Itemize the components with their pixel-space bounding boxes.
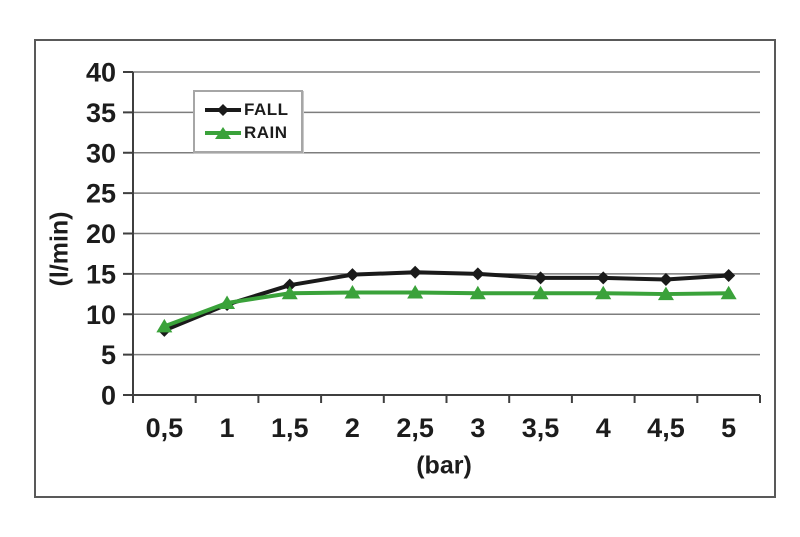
x-tick-label: 5 (721, 413, 736, 443)
series-marker-rain (469, 285, 486, 300)
x-tick-label: 3,5 (522, 413, 560, 443)
series-marker-rain (344, 284, 361, 299)
y-tick-label: 5 (101, 340, 116, 370)
fall-line-diamond-icon (205, 104, 241, 116)
y-axis-title: (l/min) (45, 211, 74, 287)
y-tick-label: 25 (86, 179, 116, 209)
series-marker-rain (595, 285, 612, 300)
series-marker-rain (281, 285, 298, 300)
series-marker-rain (219, 295, 236, 309)
x-tick-label: 4 (596, 413, 611, 443)
y-tick-label: 20 (86, 219, 116, 249)
legend-item-fall: FALL (203, 100, 301, 120)
series-marker-fall (596, 271, 610, 285)
x-tick-label: 2 (345, 413, 360, 443)
y-tick-label: 35 (86, 98, 116, 128)
series-marker-fall (659, 273, 673, 287)
series-marker-rain (720, 285, 737, 300)
y-tick-label: 40 (86, 58, 116, 88)
legend-label-fall: FALL (244, 100, 289, 119)
x-tick-label: 2,5 (396, 413, 434, 443)
series-marker-fall (534, 271, 548, 285)
series-marker-fall (471, 267, 485, 281)
legend: FALL RAIN (193, 90, 303, 153)
legend-label-rain: RAIN (244, 123, 288, 142)
x-tick-label: 0,5 (146, 413, 184, 443)
series-marker-rain (532, 285, 549, 300)
series-marker-fall (345, 268, 359, 282)
series-marker-rain (407, 284, 424, 299)
x-tick-label: 3 (470, 413, 485, 443)
series-marker-fall (408, 265, 422, 279)
x-tick-label: 4,5 (647, 413, 685, 443)
series-marker-fall (722, 268, 736, 282)
y-tick-label: 15 (86, 259, 116, 289)
x-tick-label: 1,5 (271, 413, 309, 443)
series-marker-fall (283, 278, 297, 292)
rain-line-triangle-icon (205, 127, 241, 139)
chart-frame (34, 39, 776, 498)
x-axis-title: (bar) (416, 451, 472, 480)
y-tick-label: 10 (86, 300, 116, 330)
series-marker-rain (156, 318, 173, 333)
series-line-rain (163, 290, 729, 329)
x-tick-label: 1 (220, 413, 235, 443)
y-tick-label: 0 (101, 381, 116, 411)
series-line-fall (163, 270, 729, 333)
legend-item-rain: RAIN (203, 123, 301, 143)
series-marker-rain (657, 286, 674, 301)
y-tick-label: 30 (86, 138, 116, 168)
